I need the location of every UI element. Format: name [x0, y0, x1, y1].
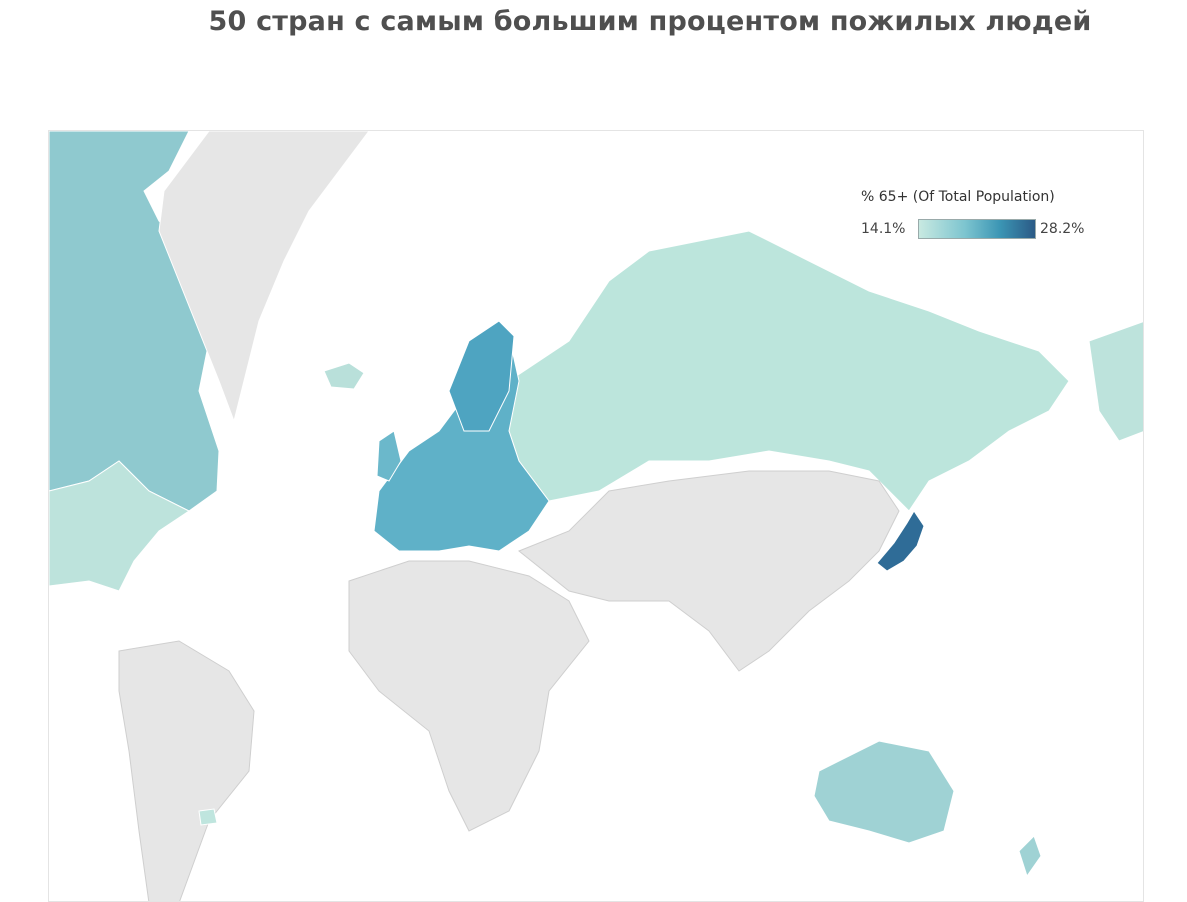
legend-color-scale [918, 219, 1036, 239]
legend: % 65+ (Of Total Population) 14.1% 28.2% [861, 185, 1091, 245]
country-new-zealand[interactable] [1018, 835, 1042, 878]
region-south-america [118, 640, 255, 901]
country-iceland[interactable] [323, 362, 365, 390]
page-title: 50 стран с самым большим процентом пожил… [208, 6, 1092, 37]
legend-min-label: 14.1% [861, 221, 906, 237]
world-map[interactable]: % 65+ (Of Total Population) 14.1% 28.2% [48, 130, 1144, 902]
country-united-states[interactable] [49, 460, 190, 592]
region-scandinavia[interactable] [448, 320, 515, 432]
map-canvas [49, 131, 1144, 901]
country-greenland [158, 131, 370, 423]
legend-title: % 65+ (Of Total Population) [861, 189, 1055, 205]
country-russia[interactable] [508, 230, 1070, 512]
legend-max-label: 28.2% [1040, 221, 1085, 237]
region-africa [348, 560, 590, 832]
region-asia [518, 470, 900, 672]
country-australia[interactable] [813, 740, 955, 844]
country-alaska[interactable] [1088, 321, 1144, 442]
country-uruguay[interactable] [198, 808, 218, 826]
country-united-kingdom[interactable] [376, 430, 402, 482]
country-japan[interactable] [876, 510, 925, 572]
